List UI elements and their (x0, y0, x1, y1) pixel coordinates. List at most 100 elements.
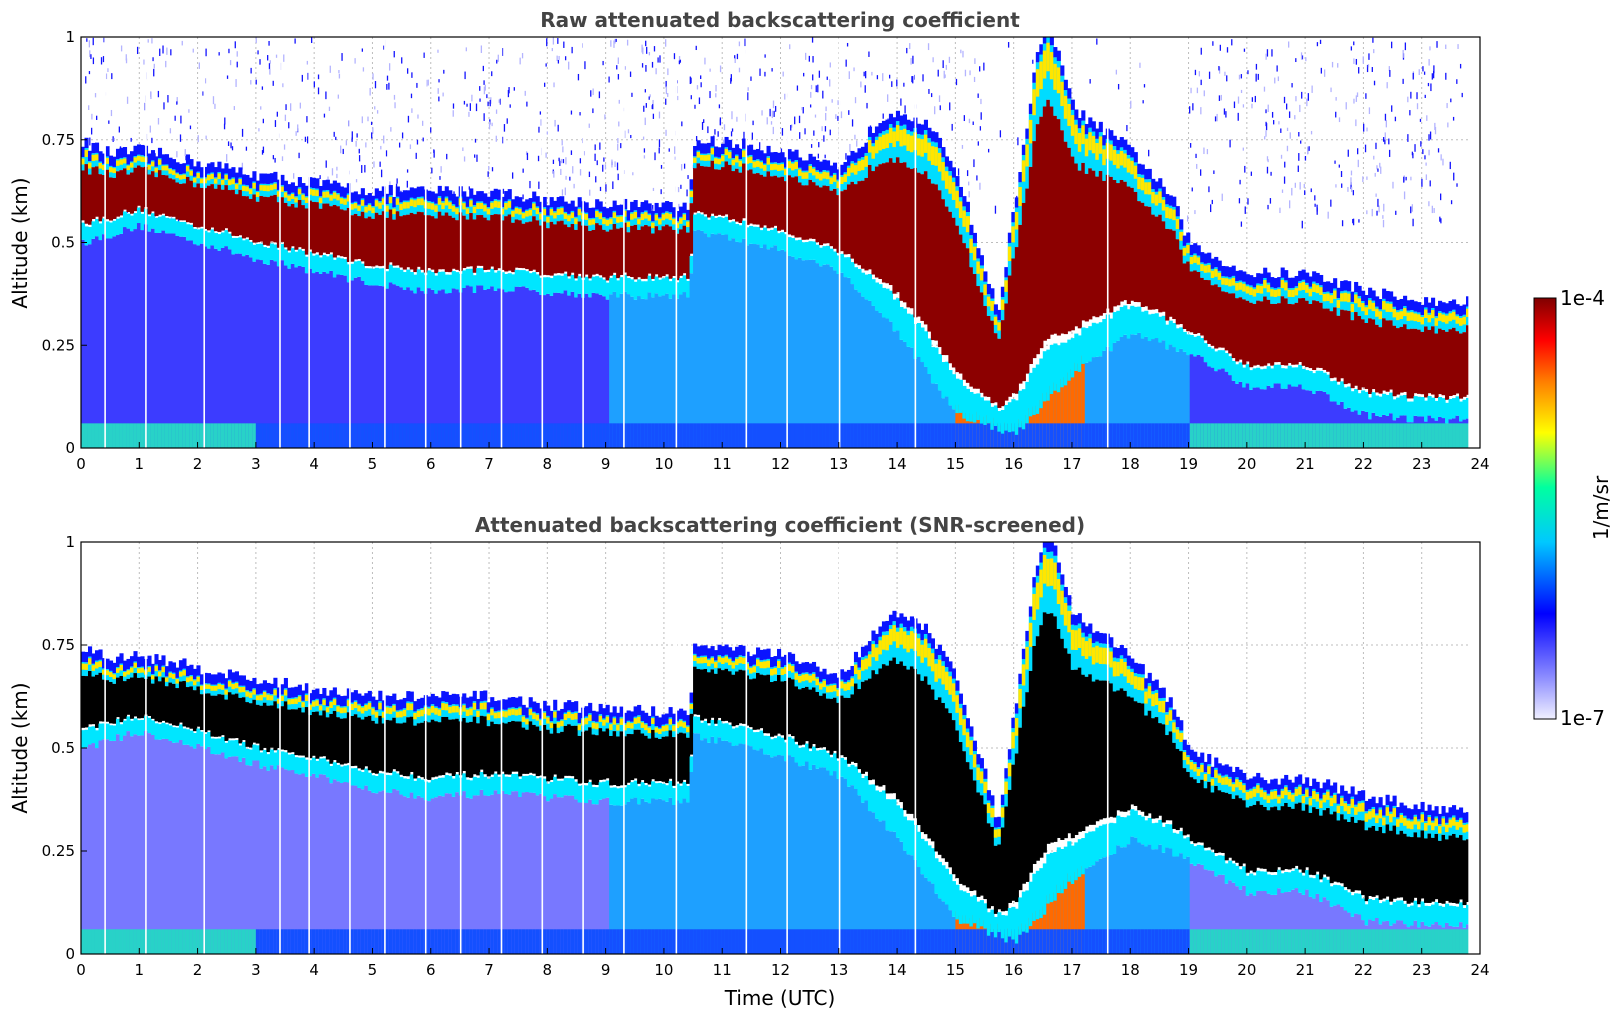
noise-speck (545, 63, 547, 67)
x-tick-label: 2 (193, 455, 203, 473)
noise-speck (538, 181, 540, 189)
layer-core (280, 706, 285, 750)
layer-edge-lower (763, 227, 768, 245)
layer-edge-fringe (238, 167, 243, 178)
layer-edge-lower (1147, 314, 1152, 342)
layer-edge-lower (346, 765, 351, 783)
below-layer-signal (360, 789, 365, 954)
layer-edge-fringe (108, 660, 114, 671)
layer-core (612, 223, 617, 273)
below-layer-signal (126, 228, 131, 448)
noise-speck (304, 136, 307, 142)
layer-edge-lower (430, 779, 435, 799)
surface-signal (731, 423, 736, 448)
layer-edge-fringe (815, 160, 820, 171)
layer-edge-upper (1431, 310, 1436, 319)
layer-edge-fringe (493, 188, 498, 200)
below-layer-signal (465, 285, 470, 448)
noise-speck (598, 91, 601, 99)
layer-core (203, 693, 208, 733)
noise-speck (612, 181, 614, 190)
surface-signal (287, 929, 292, 954)
noise-speck (912, 76, 914, 84)
layer-edge-upper (1315, 285, 1320, 294)
noise-speck (380, 169, 383, 178)
surface-signal (1315, 423, 1320, 448)
noise-speck (615, 38, 617, 42)
layer-edge-lower (790, 238, 796, 257)
layer-edge-upper (1007, 246, 1012, 262)
layer-edge-upper (1161, 199, 1166, 211)
layer-edge-fringe (126, 154, 131, 165)
layer-edge-upper (1182, 247, 1187, 256)
below-layer-signal (119, 740, 124, 954)
surface-signal (409, 929, 414, 954)
noise-speck (620, 143, 622, 149)
layer-core (444, 212, 449, 272)
layer-edge-lower (1028, 372, 1033, 417)
heatmap-area (81, 542, 1480, 954)
surface-signal (1175, 423, 1180, 448)
surface-signal (640, 423, 645, 448)
layer-edge-upper (434, 205, 439, 212)
layer-core (1298, 298, 1303, 363)
noise-speck (261, 86, 264, 90)
noise-speck (1378, 205, 1380, 213)
surface-signal (1389, 423, 1394, 448)
noise-speck (863, 71, 865, 77)
noise-speck (284, 114, 287, 121)
layer-edge-fringe (1224, 266, 1229, 277)
layer-core (703, 166, 708, 215)
surface-signal (763, 423, 768, 448)
layer-edge-upper (252, 689, 257, 695)
below-layer-signal (227, 249, 232, 448)
layer-edge-upper (958, 201, 963, 218)
layer-edge-lower (217, 234, 222, 251)
layer-core (1375, 324, 1380, 393)
below-layer-signal (546, 293, 551, 448)
surface-signal (647, 423, 652, 448)
noise-speck (169, 128, 172, 134)
layer-core (364, 716, 369, 767)
below-layer-signal (1231, 380, 1236, 448)
layer-core (1147, 206, 1152, 310)
layer-edge-lower (829, 248, 834, 267)
layer-core (164, 686, 170, 723)
layer-core (1347, 310, 1352, 384)
layer-core (1214, 284, 1219, 349)
noise-speck (487, 101, 489, 107)
layer-edge-lower (168, 725, 173, 742)
layer-core (112, 177, 117, 219)
layer-core (1291, 304, 1296, 365)
layer-edge-upper (542, 208, 547, 216)
surface-signal (122, 423, 128, 448)
layer-edge-fringe (350, 192, 355, 203)
below-layer-signal (357, 787, 362, 954)
noise-speck (736, 53, 739, 60)
layer-edge-upper (850, 163, 855, 173)
noise-speck (205, 135, 207, 140)
x-tick-label: 6 (426, 455, 436, 473)
layer-edge-upper (227, 681, 232, 687)
surface-signal (1084, 423, 1089, 448)
noise-speck (437, 49, 439, 53)
noise-speck (544, 82, 546, 87)
x-tick-label: 11 (713, 455, 732, 473)
layer-edge-upper (1455, 316, 1460, 324)
layer-core (818, 187, 824, 246)
surface-signal (1424, 423, 1429, 448)
below-layer-signal (665, 293, 670, 448)
layer-core (1438, 328, 1443, 395)
layer-edge-lower (416, 778, 421, 796)
surface-signal (119, 423, 124, 448)
layer-edge-upper (364, 206, 369, 213)
surface-signal (1361, 423, 1366, 448)
layer-edge-fringe (329, 183, 334, 194)
below-layer-signal (395, 285, 400, 448)
layer-edge-upper (308, 704, 313, 710)
heatmap-area (81, 37, 1480, 448)
below-layer-signal (1270, 387, 1275, 448)
layer-core (948, 211, 953, 364)
gap-line (349, 37, 351, 448)
layer-core (1273, 303, 1278, 363)
